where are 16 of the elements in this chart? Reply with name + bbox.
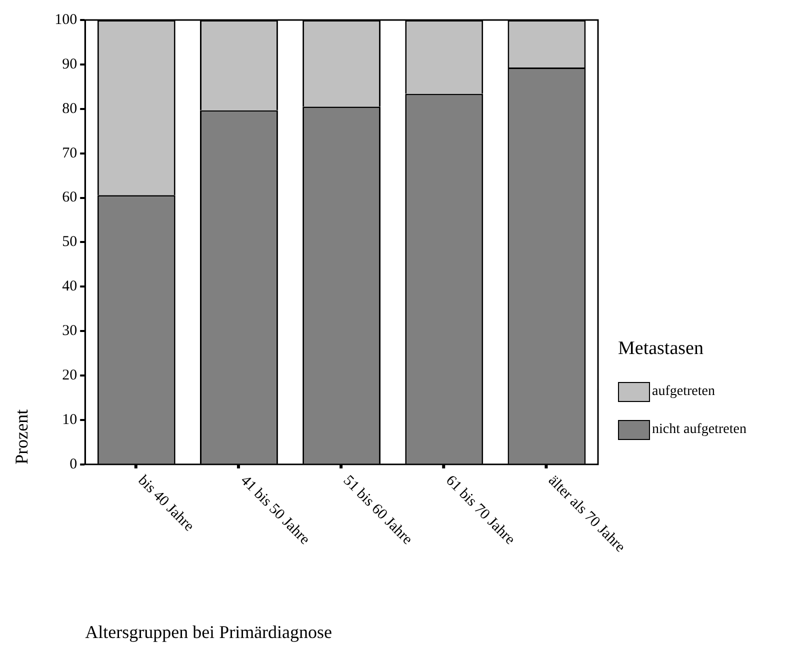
y-tick-label: 80 [62,100,78,117]
y-tick-label: 50 [62,234,78,250]
x-axis-title: Altersgruppen bei Primärdiagnose [85,622,332,642]
y-tick-label: 0 [70,456,78,472]
y-tick-label: 20 [62,367,78,384]
y-tick-label: 30 [62,323,78,340]
y-tick-label: 60 [62,190,78,206]
text: nicht aufgetreten [652,422,746,438]
y-tick-label: 70 [62,145,78,162]
y-tick-label: 10 [62,412,78,428]
y-axis-title: Prozent [12,409,32,464]
legend-label: aufgetreten [652,384,715,400]
y-tick-label: 40 [62,278,78,295]
legend-title: Metastasen [618,338,704,360]
y-tick-label: 90 [62,56,78,72]
y-tick-label: 100 [54,12,78,28]
